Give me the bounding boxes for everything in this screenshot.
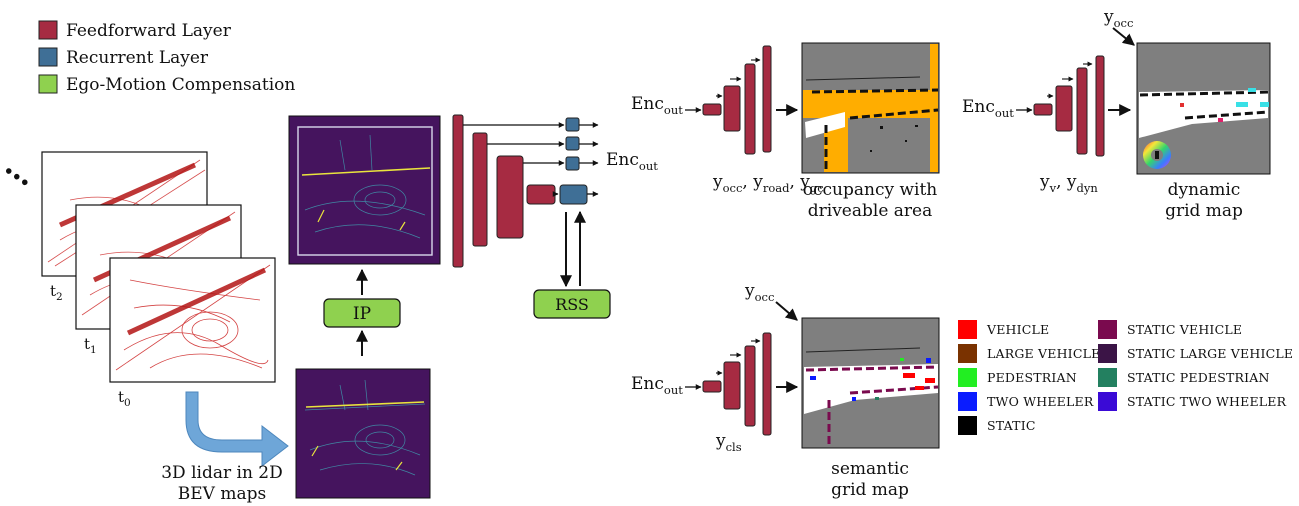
input-caption-line2: BEV maps (178, 484, 266, 504)
legend-item-recurrent: Recurrent Layer (38, 47, 209, 68)
rss-label: RSS (555, 295, 589, 314)
ip-label: IP (353, 304, 371, 324)
legend-swatch-recurrent (38, 47, 58, 67)
recurrent-cell-3 (565, 156, 580, 171)
frame-label-t0: t0 (118, 388, 131, 409)
dynamic-map (1136, 42, 1271, 175)
dynamic-caption-line2: grid map (1165, 201, 1243, 221)
dynamic-head: Encout yocc yv, ydyn dynamic grid map (962, 7, 1271, 221)
occupancy-map (801, 42, 940, 174)
class-item-static-large-vehicle: STATIC LARGE VEHICLE (1098, 344, 1293, 363)
dynamic-occ-input-label: yocc (1103, 7, 1133, 30)
encoder-output-label: Encout (606, 150, 658, 173)
rss-block: RSS (533, 289, 611, 319)
encoder-layer-3 (496, 155, 524, 239)
bev-conversion-arrow (185, 391, 289, 468)
dynamic-caption-line1: dynamic (1168, 180, 1241, 200)
class-label-vehicle: VEHICLE (986, 322, 1049, 337)
legend-label-recurrent: Recurrent Layer (66, 48, 209, 68)
ellipsis: … (0, 148, 43, 194)
semantic-map (801, 317, 940, 449)
encoder-layer-2 (472, 132, 488, 247)
class-label-static-vehicle: STATIC VEHICLE (1127, 322, 1242, 337)
legend-item-feedforward: Feedforward Layer (38, 20, 232, 41)
class-item-static-pedestrian: STATIC PEDESTRIAN (1098, 368, 1270, 387)
class-item-vehicle: VEHICLE (958, 320, 1049, 339)
frame-label-t1: t1 (84, 335, 97, 356)
input-frames: … t2 t1 (0, 148, 289, 504)
dynamic-head-outputs: yv, ydyn (1039, 172, 1098, 195)
occupancy-caption-line1: occupancy with (803, 180, 938, 200)
semantic-head-outputs: ycls (715, 431, 742, 454)
class-item-static-two-wheeler: STATIC TWO WHEELER (1098, 392, 1287, 411)
occupancy-head: Encout yocc, yroad, ygc occupancy with d… (631, 42, 940, 221)
legend-label-feedforward: Feedforward Layer (66, 21, 232, 41)
recurrent-cell-2 (565, 136, 580, 151)
encoder-layer-4 (526, 184, 556, 205)
bev-map-input (295, 368, 431, 499)
input-caption-line1: 3D lidar in 2D (161, 463, 283, 483)
frame-t0: t0 (109, 257, 276, 409)
class-label-static-two-wheeler: STATIC TWO WHEELER (1127, 394, 1287, 409)
ip-block: IP (323, 298, 401, 328)
recurrent-cell-1 (565, 117, 580, 132)
class-label-static-pedestrian: STATIC PEDESTRIAN (1127, 370, 1270, 385)
recurrent-cell-4 (559, 184, 588, 205)
legend-swatch-ego-motion (38, 74, 58, 94)
legend-label-ego-motion: Ego-Motion Compensation (66, 75, 295, 95)
semantic-caption-line1: semantic (831, 459, 909, 479)
class-item-static: STATIC (958, 416, 1036, 435)
occupancy-caption-line2: driveable area (808, 201, 933, 221)
semantic-head-input: Encout (631, 374, 683, 397)
class-label-static: STATIC (987, 418, 1036, 433)
dynamic-head-input: Encout (962, 97, 1014, 120)
class-label-large-vehicle: LARGE VEHICLE (987, 346, 1100, 361)
legend-item-ego-motion: Ego-Motion Compensation (38, 74, 295, 95)
class-legend: VEHICLE LARGE VEHICLE PEDESTRIAN TWO WHE… (958, 320, 1293, 435)
encoder: Encout RSS (452, 114, 658, 319)
class-label-two-wheeler: TWO WHEELER (987, 394, 1094, 409)
legend-swatch-feedforward (38, 20, 58, 40)
class-label-static-large-vehicle: STATIC LARGE VEHICLE (1127, 346, 1293, 361)
encoder-layer-1 (452, 114, 464, 268)
class-label-pedestrian: PEDESTRIAN (987, 370, 1077, 385)
semantic-occ-input-label: yocc (744, 281, 774, 304)
frame-label-t2: t2 (50, 282, 63, 303)
bev-map-compensated (288, 115, 441, 265)
class-item-large-vehicle: LARGE VEHICLE (958, 344, 1100, 363)
occupancy-head-input: Encout (631, 94, 683, 117)
class-item-pedestrian: PEDESTRIAN (958, 368, 1077, 387)
layer-legend: Feedforward Layer Recurrent Layer Ego-Mo… (38, 20, 295, 95)
semantic-head: Encout yocc ycls semantic grid map (631, 281, 940, 500)
class-item-two-wheeler: TWO WHEELER (958, 392, 1094, 411)
occupancy-head-outputs: yocc, yroad, ygc (712, 172, 824, 195)
class-item-static-vehicle: STATIC VEHICLE (1098, 320, 1242, 339)
semantic-caption-line2: grid map (831, 480, 909, 500)
